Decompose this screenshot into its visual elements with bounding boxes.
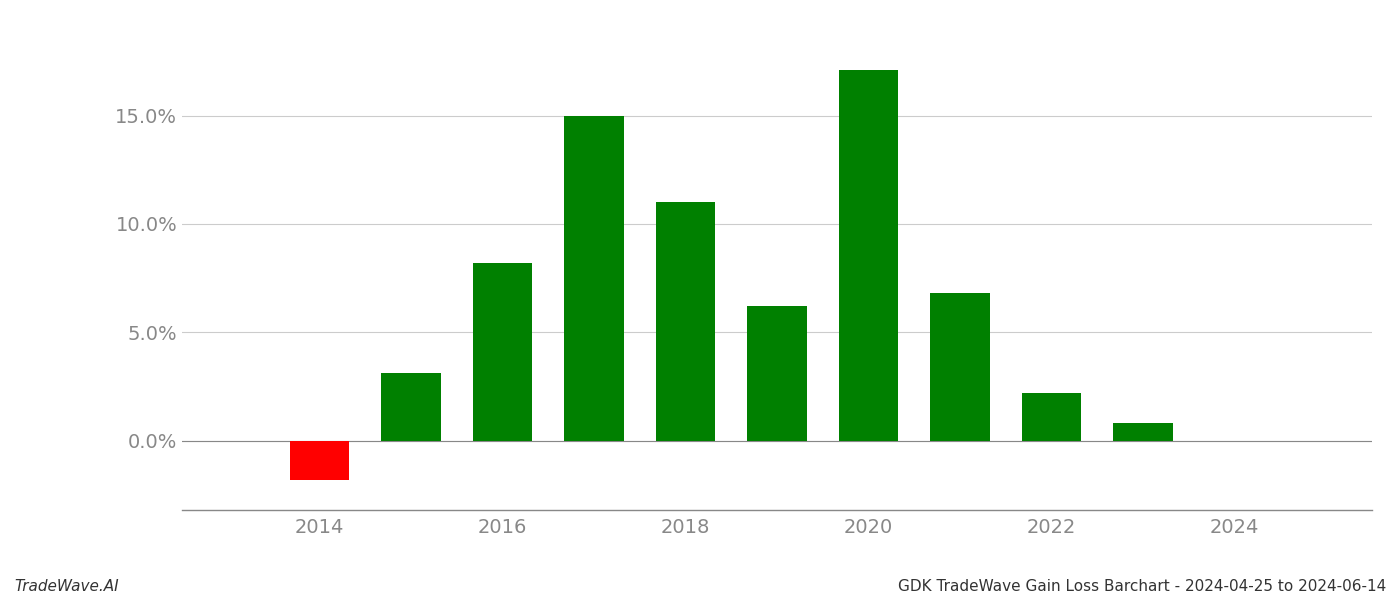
Bar [748, 306, 806, 440]
Bar [1113, 424, 1173, 440]
Bar [473, 263, 532, 440]
Bar [290, 440, 349, 479]
Bar [655, 202, 715, 440]
Bar [839, 70, 899, 440]
Bar [564, 116, 623, 440]
Bar [381, 373, 441, 440]
Text: GDK TradeWave Gain Loss Barchart - 2024-04-25 to 2024-06-14: GDK TradeWave Gain Loss Barchart - 2024-… [897, 579, 1386, 594]
Bar [1022, 393, 1081, 440]
Text: TradeWave.AI: TradeWave.AI [14, 579, 119, 594]
Bar [931, 293, 990, 440]
